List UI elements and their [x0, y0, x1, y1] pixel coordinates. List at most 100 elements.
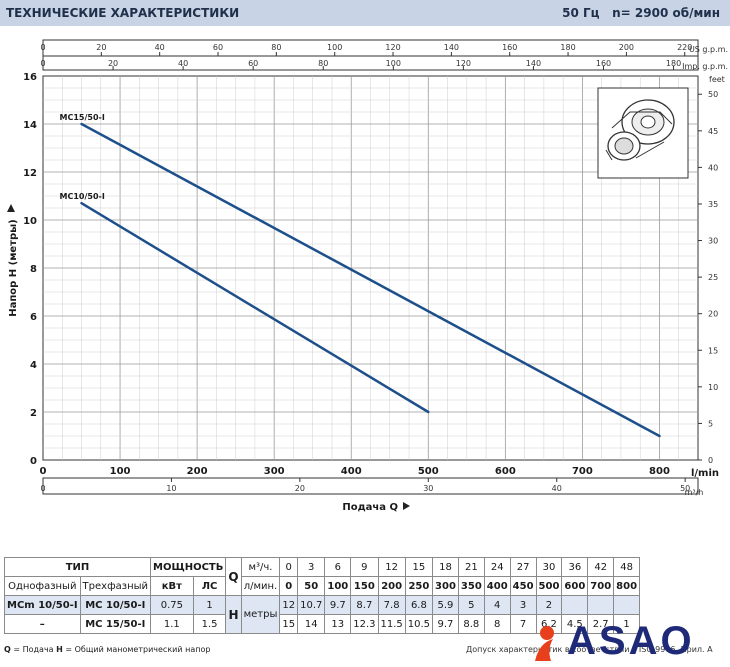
head-cell: 10.5 [404, 614, 434, 634]
header-specs: 50 Гц n= 2900 об/мин [562, 6, 720, 20]
series-line [80, 122, 661, 438]
imp-gpm-tick-label: 180 [666, 59, 681, 68]
imp-gpm-tick-label: 80 [318, 59, 328, 68]
x-tick-label: 200 [187, 466, 208, 477]
x-axis-title: Подача Q [342, 502, 398, 513]
y-tick-label: 6 [30, 312, 37, 323]
y-tick-label: 14 [23, 120, 37, 131]
head-cell: 15 [279, 614, 299, 634]
head-cell: 7.8 [377, 595, 406, 615]
power-header: МОЩНОСТЬ [150, 557, 227, 577]
head-cell: 9.7 [324, 595, 352, 615]
head-cell: 8.7 [350, 595, 379, 615]
head-cell: 14 [297, 614, 326, 634]
feet-tick-label: 15 [708, 346, 718, 355]
brand-logo: ASAO [527, 617, 727, 665]
q-lmin-cell: 150 [350, 576, 379, 596]
q-m3h-cell: 6 [324, 557, 352, 577]
spec-table: ТИП МОЩНОСТЬ Q м³/ч. 0 3 6 9 12 15 18 21… [3, 557, 641, 634]
single-phase-header: Однофазный [4, 576, 81, 596]
x-unit: l/min [691, 468, 719, 479]
logo-text: ASAO [567, 619, 695, 663]
feet-tick-label: 10 [708, 383, 718, 392]
x-tick-label: 800 [649, 466, 670, 477]
pump-illustration [597, 87, 689, 179]
head-cell: 11.5 [377, 614, 406, 634]
imp-gpm-tick-label: 140 [526, 59, 541, 68]
y-axis-title: Напор H (метры) [8, 219, 19, 316]
x-tick-label: 700 [572, 466, 593, 477]
x-axis-arrow [403, 502, 410, 510]
header-bar: ТЕХНИЧЕСКИЕ ХАРАКТЕРИСТИКИ 50 Гц n= 2900… [0, 0, 730, 26]
q-symbol: Q [225, 557, 242, 596]
q-lmin-cell: 300 [432, 576, 459, 596]
series-line [80, 201, 430, 414]
type-header: ТИП [3, 557, 152, 577]
q-m3h-cell: 30 [535, 557, 563, 577]
m3h-tick-label: 0 [40, 484, 45, 493]
feet-tick-label: 20 [708, 310, 718, 319]
imp-gpm-unit: Imp. g.p.m. [682, 62, 728, 71]
h-key: H [56, 645, 63, 654]
head-cell: 13 [324, 614, 352, 634]
q-lmin-cell: 500 [535, 576, 563, 596]
feet-tick-label: 30 [708, 237, 718, 246]
power-kw: 1.1 [150, 614, 194, 634]
speed-label: n= 2900 об/мин [612, 6, 720, 20]
head-cell: 4 [483, 595, 511, 615]
m3h-label: м³/ч. [240, 557, 281, 577]
m3h-tick-label: 10 [166, 484, 176, 493]
tolerance-note: Допуск характеристик в соответствии с IS… [466, 645, 713, 654]
x-tick-label: 100 [110, 466, 131, 477]
page-title: ТЕХНИЧЕСКИЕ ХАРАКТЕРИСТИКИ [6, 6, 240, 20]
y-tick-label: 2 [30, 408, 37, 419]
head-cell: 1 [613, 614, 641, 634]
m3h-tick-label: 20 [295, 484, 305, 493]
head-cell: 9.7 [432, 614, 459, 634]
footer-legend: Q = Подача H = Общий манометрический нап… [4, 645, 210, 654]
q-lmin-cell: 400 [483, 576, 511, 596]
y-tick-label: 0 [30, 456, 37, 467]
q-m3h-cell: 42 [587, 557, 615, 577]
m3h-tick-label: 40 [552, 484, 562, 493]
head-cell: 6.8 [404, 595, 434, 615]
us-gpm-tick-label: 160 [502, 43, 517, 52]
feet-tick-label: 35 [708, 200, 718, 209]
power-kw: 0.75 [150, 595, 194, 615]
head-cell: 5.9 [432, 595, 459, 615]
m3h-unit: m³/h [685, 488, 704, 497]
series-label: MC10/50-I [60, 192, 105, 201]
lmin-label: л/мин. [240, 576, 281, 596]
imp-gpm-tick-label: 20 [108, 59, 118, 68]
feet-tick-label: 0 [708, 456, 713, 465]
x-tick-label: 300 [264, 466, 285, 477]
imp-gpm-tick-label: 100 [386, 59, 401, 68]
frequency-label: 50 Гц [562, 6, 600, 20]
us-gpm-tick-label: 0 [40, 43, 45, 52]
q-m3h-cell: 18 [432, 557, 459, 577]
head-cell: 12.3 [350, 614, 379, 634]
table-row: – MC 15/50-I 1.1 1.5 15 14 13 12.3 11.5 … [4, 614, 641, 634]
q-key: Q [4, 645, 11, 654]
x-tick-label: 400 [341, 466, 362, 477]
y-tick-label: 10 [23, 216, 37, 227]
feet-tick-label: 40 [708, 163, 718, 172]
q-m3h-cell: 3 [297, 557, 326, 577]
head-cell: 2.7 [587, 614, 615, 634]
us-gpm-tick-label: 60 [213, 43, 223, 52]
series-layer: MC15/50-I MC10/50-I [60, 113, 661, 438]
q-lmin-cell: 200 [377, 576, 406, 596]
q-m3h-cell: 12 [377, 557, 406, 577]
meters-label: метры [240, 595, 281, 634]
head-cell [561, 595, 589, 615]
m3h-tick-label: 30 [423, 484, 433, 493]
head-cell: 2 [535, 595, 563, 615]
feet-tick-label: 45 [708, 127, 718, 136]
us-gpm-axis-frame [42, 39, 699, 57]
head-cell: 8 [483, 614, 511, 634]
q-m3h-cell: 27 [509, 557, 537, 577]
us-gpm-tick-label: 20 [96, 43, 106, 52]
q-m3h-cell: 36 [561, 557, 589, 577]
head-cell: 10.7 [297, 595, 326, 615]
